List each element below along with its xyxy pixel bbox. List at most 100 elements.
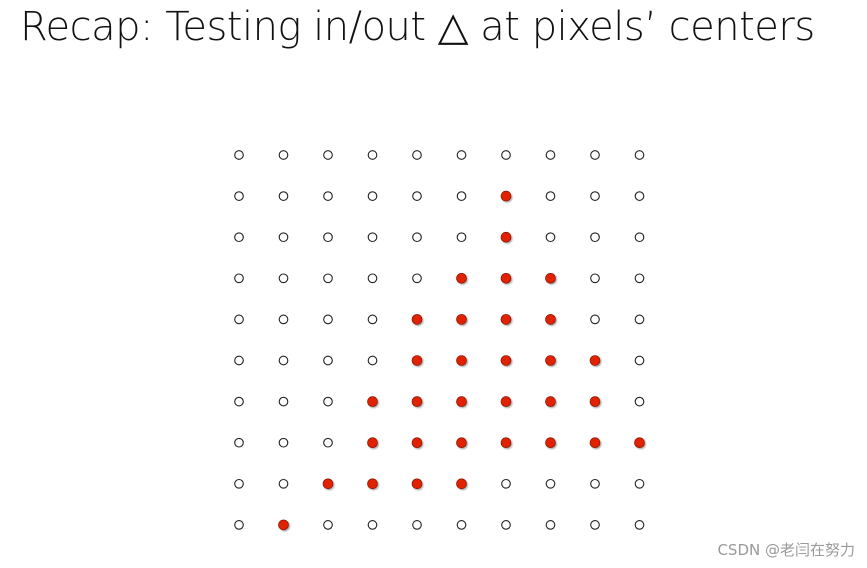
pixel-center-inside bbox=[367, 437, 378, 449]
pixel-center-outside bbox=[278, 478, 289, 489]
pixel-center-outside bbox=[234, 355, 244, 366]
pixel-center-inside bbox=[322, 478, 334, 490]
pixel-center-inside bbox=[545, 314, 556, 325]
pixel-center-inside bbox=[500, 272, 512, 284]
pixel-center-outside bbox=[634, 396, 645, 407]
pixel-center-outside bbox=[278, 191, 289, 201]
pixel-center-outside bbox=[545, 520, 556, 530]
pixel-center-outside bbox=[590, 520, 600, 530]
pixel-center-outside bbox=[456, 191, 467, 201]
pixel-center-outside bbox=[501, 520, 511, 530]
pixel-center-inside bbox=[456, 314, 467, 325]
pixel-center-outside bbox=[634, 478, 645, 489]
pixel-center-outside bbox=[367, 191, 378, 201]
pixel-center-outside bbox=[323, 232, 333, 243]
pixel-center-outside bbox=[234, 478, 244, 489]
pixel-center-outside bbox=[278, 273, 289, 284]
pixel-center-inside bbox=[411, 478, 423, 490]
pixel-center-outside bbox=[590, 273, 600, 284]
pixel-center-outside bbox=[323, 396, 333, 407]
pixel-center-inside bbox=[456, 272, 467, 284]
pixel-center-outside bbox=[545, 191, 556, 201]
pixel-center-outside bbox=[634, 273, 645, 284]
pixel-center-outside bbox=[278, 355, 289, 366]
pixel-center-outside bbox=[412, 232, 422, 243]
pixel-center-outside bbox=[545, 150, 556, 160]
pixel-center-outside bbox=[412, 191, 422, 201]
pixel-center-inside bbox=[589, 437, 601, 449]
pixel-center-outside bbox=[456, 520, 467, 530]
pixel-center-inside bbox=[634, 437, 645, 449]
pixel-center-outside bbox=[323, 191, 333, 201]
pixel-center-inside bbox=[500, 231, 512, 243]
pixel-center-outside bbox=[367, 150, 378, 160]
pixel-center-outside bbox=[412, 150, 422, 160]
pixel-center-inside bbox=[545, 437, 556, 449]
pixel-center-outside bbox=[234, 150, 244, 160]
pixel-center-outside bbox=[234, 520, 244, 530]
pixel-center-outside bbox=[456, 150, 467, 160]
pixel-center-outside bbox=[234, 396, 244, 407]
pixel-center-outside bbox=[367, 314, 378, 325]
pixel-center-outside bbox=[634, 232, 645, 243]
pixel-center-outside bbox=[234, 314, 244, 325]
pixel-center-inside bbox=[411, 396, 423, 407]
pixel-center-inside bbox=[545, 396, 556, 407]
pixel-center-outside bbox=[501, 150, 511, 160]
pixel-center-outside bbox=[367, 273, 378, 284]
pixel-center-outside bbox=[323, 355, 333, 366]
pixel-center-outside bbox=[412, 520, 422, 530]
pixel-center-inside bbox=[589, 355, 601, 366]
pixel-center-inside bbox=[367, 478, 378, 490]
pixel-center-outside bbox=[501, 478, 511, 489]
pixel-center-inside bbox=[411, 355, 423, 366]
pixel-center-outside bbox=[278, 150, 289, 160]
pixel-center-inside bbox=[278, 519, 289, 531]
pixel-center-inside bbox=[500, 396, 512, 407]
pixel-center-inside bbox=[545, 272, 556, 284]
pixel-center-inside bbox=[500, 437, 512, 449]
pixel-center-outside bbox=[323, 273, 333, 284]
pixel-center-outside bbox=[234, 273, 244, 284]
pixel-center-outside bbox=[412, 273, 422, 284]
pixel-center-outside bbox=[590, 150, 600, 160]
pixel-center-outside bbox=[234, 191, 244, 201]
watermark: CSDN @老闫在努力 bbox=[717, 541, 855, 559]
pixel-center-outside bbox=[367, 520, 378, 530]
pixel-center-outside bbox=[323, 437, 333, 448]
pixel-center-inside bbox=[456, 396, 467, 407]
slide-title: Recap: Testing in/out △ at pixels’ cente… bbox=[20, 4, 815, 50]
pixel-center-inside bbox=[456, 437, 467, 449]
pixel-center-outside bbox=[234, 232, 244, 243]
pixel-center-outside bbox=[545, 478, 556, 489]
pixel-center-inside bbox=[411, 437, 423, 449]
pixel-center-inside bbox=[456, 478, 467, 490]
pixel-center-outside bbox=[590, 314, 600, 325]
pixel-center-inside bbox=[545, 355, 556, 366]
pixel-center-outside bbox=[367, 355, 378, 366]
pixel-center-outside bbox=[634, 355, 645, 366]
pixel-center-inside bbox=[456, 355, 467, 366]
pixel-center-inside bbox=[500, 190, 512, 202]
pixel-center-outside bbox=[278, 314, 289, 325]
pixel-center-outside bbox=[590, 232, 600, 243]
pixel-center-inside bbox=[589, 396, 601, 407]
pixel-center-inside bbox=[500, 314, 512, 325]
pixel-center-outside bbox=[278, 437, 289, 448]
pixel-center-outside bbox=[234, 437, 244, 448]
pixel-center-outside bbox=[545, 232, 556, 243]
pixel-center-inside bbox=[411, 314, 423, 325]
pixel-center-inside bbox=[367, 396, 378, 407]
pixel-center-outside bbox=[323, 314, 333, 325]
pixel-center-outside bbox=[634, 150, 645, 160]
pixel-center-outside bbox=[590, 191, 600, 201]
pixel-center-inside bbox=[500, 355, 512, 366]
pixel-center-outside bbox=[456, 232, 467, 243]
pixel-center-outside bbox=[323, 520, 333, 530]
pixel-center-outside bbox=[367, 232, 378, 243]
pixel-center-outside bbox=[323, 150, 333, 160]
pixel-center-outside bbox=[278, 232, 289, 243]
pixel-center-outside bbox=[278, 396, 289, 407]
pixel-center-outside bbox=[634, 191, 645, 201]
